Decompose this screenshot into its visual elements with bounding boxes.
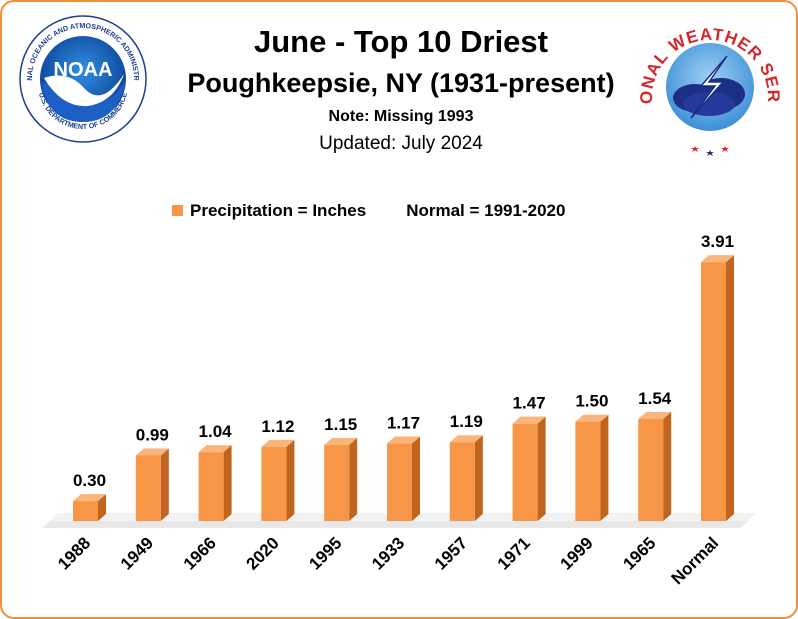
legend-series-label: Precipitation = Inches [190,201,367,220]
bar [324,444,350,521]
x-tick-label: 1995 [305,533,345,573]
bar [135,455,161,521]
bar-side [474,435,483,521]
bar [575,421,601,521]
x-tick-label: Normal [667,533,722,588]
bar-top [73,494,106,502]
x-tick-label: 1971 [494,533,534,573]
bar [512,423,538,521]
data-label: 1.15 [324,415,357,434]
bar [261,446,287,521]
chart-subtitle: Poughkeepsie, NY (1931-present) [187,68,615,98]
noaa-logo: NATIONAL OCEANIC AND ATMOSPHERIC ADMINIS… [15,7,148,149]
data-label: 1.19 [450,412,483,431]
data-label: 1.54 [638,389,672,408]
bar-top [324,437,358,445]
bar-top [387,436,420,444]
x-tick-label: 1949 [117,533,157,573]
data-label: 1.12 [261,417,294,436]
bar-side [98,494,106,521]
data-label: 0.30 [73,471,106,490]
bar-side [412,436,420,521]
star-icon [721,146,729,152]
bar-top [449,435,483,443]
bar [387,443,412,521]
x-tick-label: 1957 [431,533,471,573]
bar-side [663,412,672,521]
chart-updated: Updated: July 2024 [319,133,483,154]
data-label: 1.17 [387,414,420,433]
bar-side [286,439,295,521]
bar-side [726,255,734,521]
bar-side [537,416,546,521]
star-icon [706,150,714,156]
x-tick-label: 1966 [180,533,220,573]
bar [701,262,726,521]
data-label: 0.99 [136,425,169,444]
bar-top [198,445,232,453]
nws-logo: NATIONAL WEATHER SERVICE [628,2,785,167]
bar-top [261,439,295,447]
legend-swatch [172,205,183,216]
data-label: 3.91 [701,232,734,251]
x-tick-label: 2020 [243,533,283,573]
data-label: 1.50 [575,392,608,411]
data-label: 1.47 [513,394,546,413]
bar [73,501,98,521]
bar-side [160,448,169,521]
bar-top [512,416,546,424]
star-icon [691,146,699,152]
bar [198,452,224,521]
bar-top [575,414,609,422]
bar-side [223,445,232,521]
bar-top [701,255,734,263]
bar-top [638,412,672,420]
bar-side [600,414,609,521]
x-tick-label: 1965 [619,533,659,573]
x-tick-label: 1999 [557,533,597,573]
x-tick-label: 1933 [368,533,408,573]
chart-note: Note: Missing 1993 [328,108,474,125]
bar [449,442,475,521]
chart-legend: Precipitation = Inches Normal = 1991-2020 [172,201,565,221]
bar [638,419,664,521]
legend-normal-label: Normal = 1991-2020 [406,201,566,220]
chart-title: June - Top 10 Driest [254,24,548,59]
bar-side [349,437,358,521]
chart-floor-front [42,521,748,528]
noaa-logo-text: NOAA [54,59,113,81]
data-label: 1.04 [199,422,233,441]
x-tick-label: 1988 [54,533,94,573]
bar-top [135,448,169,456]
